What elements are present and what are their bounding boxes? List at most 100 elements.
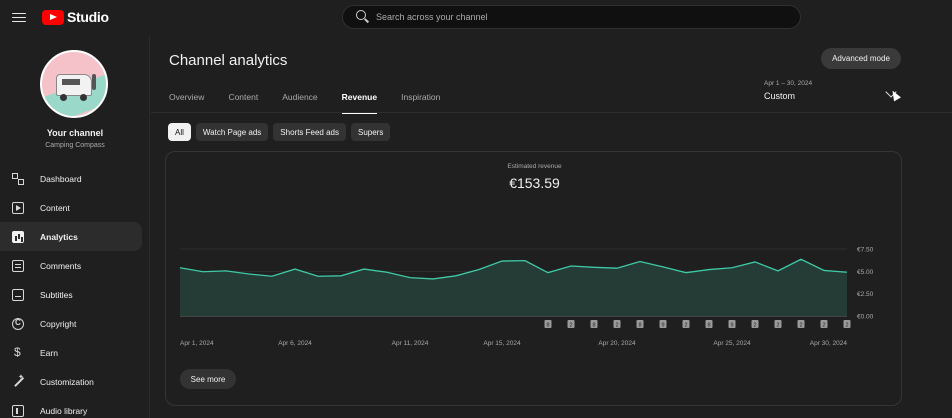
tabs-divider — [151, 112, 952, 113]
main-content: Channel analytics Advanced mode Overview… — [151, 36, 952, 418]
x-tick-label: Apr 20, 2024 — [598, 340, 636, 347]
advanced-mode-button[interactable]: Advanced mode — [821, 48, 901, 69]
search-input[interactable] — [376, 12, 776, 22]
data-point[interactable] — [822, 268, 826, 272]
x-tick-label: Apr 11, 2024 — [392, 340, 429, 347]
video-marker-label: 8 — [546, 323, 549, 329]
channel-subtitle: Camping Compass — [45, 142, 105, 149]
data-point[interactable] — [730, 266, 734, 270]
data-point[interactable] — [500, 259, 504, 263]
data-point[interactable] — [362, 267, 366, 271]
data-point[interactable] — [615, 266, 619, 270]
video-marker-label: 2 — [799, 323, 802, 329]
video-marker-label: 8 — [592, 323, 595, 329]
sidebar-item-dashboard[interactable]: Dashboard — [0, 164, 142, 193]
y-tick-label: €0.00 — [857, 314, 874, 321]
earn-icon — [12, 345, 24, 359]
video-marker — [544, 320, 552, 328]
data-point[interactable] — [339, 274, 343, 278]
sidebar-item-earn[interactable]: Earn — [0, 338, 142, 367]
data-point[interactable] — [477, 268, 481, 272]
data-point[interactable] — [270, 274, 274, 278]
sidebar-item-copyright[interactable]: Copyright — [0, 309, 142, 338]
search-icon[interactable] — [352, 6, 374, 28]
analytics-tabs: Overview Content Audience Revenue Inspir… — [169, 92, 464, 114]
sidebar-item-audio-library[interactable]: Audio library — [0, 396, 142, 418]
date-range-text[interactable]: Apr 1 – 30, 2024 — [764, 80, 813, 87]
chip-all[interactable]: All — [168, 123, 191, 141]
data-point[interactable] — [845, 270, 849, 274]
video-marker-label: 2 — [684, 323, 687, 329]
y-tick-label: €5.00 — [857, 269, 874, 276]
tab-content[interactable]: Content — [228, 92, 259, 102]
y-tick-label: €7.50 — [857, 247, 874, 254]
page-title: Channel analytics — [169, 52, 288, 69]
sidebar-item-label: Earn — [40, 347, 58, 358]
sidebar-item-customization[interactable]: Customization — [0, 367, 142, 396]
data-point[interactable] — [385, 270, 389, 274]
data-point[interactable] — [776, 269, 780, 273]
video-marker — [636, 320, 644, 328]
revenue-chart[interactable]: €0.00 €2.50 €5.00 €7.50 8 2 8 2 8 9 2 8 9 2 2 2 2 2 Apr 1,… — [166, 152, 903, 352]
x-tick-label: Apr 15, 2024 — [483, 340, 521, 347]
mouse-cursor-icon — [889, 88, 901, 102]
chip-shorts-feed-ads[interactable]: Shorts Feed ads — [273, 123, 346, 141]
tab-audience[interactable]: Audience — [282, 92, 318, 102]
data-point[interactable] — [224, 269, 228, 273]
tab-inspiration[interactable]: Inspiration — [401, 92, 441, 102]
menu-icon[interactable] — [12, 10, 26, 24]
data-point[interactable] — [316, 274, 320, 278]
sidebar-item-label: Subtitles — [40, 289, 73, 300]
see-more-button[interactable]: See more — [180, 369, 236, 389]
data-point[interactable] — [247, 272, 251, 276]
data-point[interactable] — [707, 268, 711, 272]
sidebar-item-comments[interactable]: Comments — [0, 251, 142, 280]
data-point[interactable] — [546, 271, 550, 275]
data-point[interactable] — [201, 270, 205, 274]
video-marker — [567, 320, 575, 328]
sidebar-item-analytics[interactable]: Analytics — [0, 222, 142, 251]
date-preset[interactable]: Custom — [764, 91, 796, 101]
sidebar-item-label: Comments — [40, 260, 82, 271]
data-point[interactable] — [569, 264, 573, 268]
audio-library-icon — [12, 404, 24, 417]
sidebar-item-label: Copyright — [40, 318, 77, 329]
chip-supers[interactable]: Supers — [351, 123, 391, 141]
data-point[interactable] — [454, 274, 458, 278]
data-point[interactable] — [592, 265, 596, 269]
video-marker-label: 2 — [776, 323, 779, 329]
content-icon — [12, 201, 24, 214]
data-point[interactable] — [523, 259, 527, 263]
metric-value: €153.59 — [509, 175, 560, 191]
video-marker — [682, 320, 690, 328]
data-point[interactable] — [753, 260, 757, 264]
studio-logo[interactable]: Studio — [42, 9, 109, 25]
data-point[interactable] — [431, 277, 435, 281]
data-point[interactable] — [638, 260, 642, 264]
data-point[interactable] — [178, 266, 182, 270]
sidebar-nav: Dashboard Content Analytics Comments Sub… — [0, 164, 150, 418]
search-bar[interactable] — [342, 5, 801, 29]
chip-watch-page-ads[interactable]: Watch Page ads — [195, 123, 269, 141]
video-marker — [820, 320, 828, 328]
revenue-line — [179, 258, 848, 280]
data-point[interactable] — [408, 276, 412, 280]
tab-revenue[interactable]: Revenue — [341, 92, 378, 114]
data-point[interactable] — [293, 267, 297, 271]
data-point[interactable] — [661, 265, 665, 269]
sidebar-item-label: Audio library — [40, 405, 88, 416]
video-marker-label: 9 — [730, 323, 733, 329]
video-marker-label: 2 — [845, 323, 848, 329]
sidebar-item-content[interactable]: Content — [0, 193, 142, 222]
analytics-icon — [12, 230, 24, 243]
customization-icon — [12, 373, 24, 388]
sidebar-item-subtitles[interactable]: Subtitles — [0, 280, 142, 309]
data-point[interactable] — [799, 257, 803, 261]
channel-avatar[interactable] — [40, 50, 108, 118]
video-marker — [590, 320, 598, 328]
x-tick-label: Apr 6, 2024 — [278, 340, 312, 347]
video-marker-label: 8 — [707, 323, 710, 329]
tab-overview[interactable]: Overview — [169, 92, 205, 102]
data-point[interactable] — [684, 271, 688, 275]
video-marker — [843, 320, 851, 328]
